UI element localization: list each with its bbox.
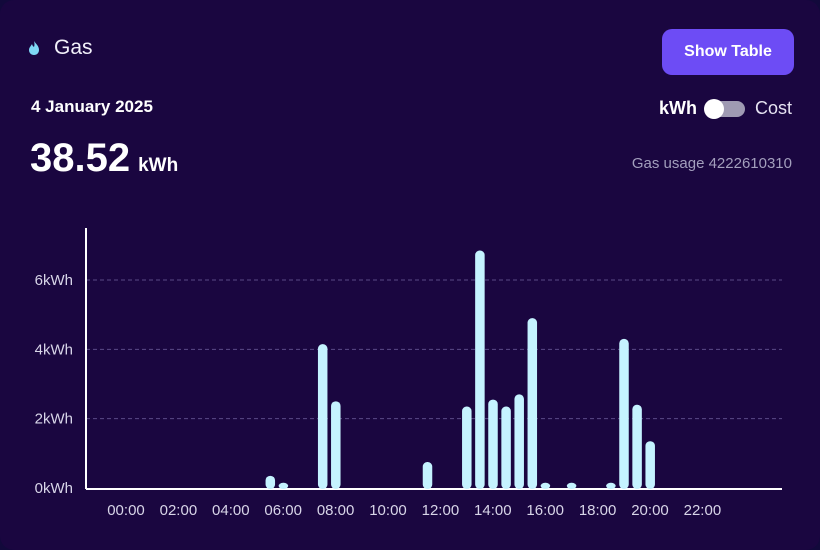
bar bbox=[645, 441, 655, 489]
bar bbox=[632, 404, 642, 489]
x-tick-label: 10:00 bbox=[369, 502, 407, 519]
bar bbox=[278, 482, 289, 489]
x-tick-label: 20:00 bbox=[631, 502, 669, 519]
bar bbox=[514, 394, 524, 489]
bar bbox=[501, 406, 511, 489]
x-tick-label: 18:00 bbox=[579, 502, 617, 519]
total-usage-unit: kWh bbox=[138, 155, 179, 176]
toggle-kwh-label[interactable]: kWh bbox=[658, 98, 697, 118]
y-tick-label: 2kWh bbox=[35, 411, 73, 428]
bar bbox=[475, 250, 485, 489]
toggle-cost-label[interactable]: Cost bbox=[754, 98, 792, 118]
bar bbox=[540, 482, 551, 489]
x-tick-label: 14:00 bbox=[474, 502, 512, 519]
bar bbox=[527, 318, 538, 489]
bar bbox=[566, 482, 577, 489]
bar bbox=[422, 462, 433, 489]
card-title: Gas bbox=[54, 36, 93, 59]
selected-date: 4 January 2025 bbox=[31, 97, 153, 116]
meter-label: Gas usage 4222610310 bbox=[631, 155, 792, 172]
x-tick-label: 16:00 bbox=[526, 502, 564, 519]
y-tick-label: 0kWh bbox=[35, 480, 73, 497]
bar bbox=[265, 475, 276, 489]
x-tick-label: 00:00 bbox=[107, 502, 145, 519]
y-tick-label: 4kWh bbox=[35, 341, 73, 358]
kwh-cost-switch[interactable] bbox=[703, 98, 745, 119]
bar bbox=[331, 401, 341, 489]
x-tick-label: 06:00 bbox=[264, 502, 302, 519]
show-table-button[interactable]: Show Table bbox=[662, 29, 794, 75]
card-header: Gas bbox=[28, 36, 93, 60]
bar bbox=[488, 399, 498, 489]
total-usage-value: 38.52 bbox=[30, 136, 131, 180]
x-tick-label: 02:00 bbox=[160, 502, 198, 519]
bar bbox=[317, 344, 328, 489]
switch-knob bbox=[703, 98, 724, 119]
x-tick-label: 22:00 bbox=[684, 502, 722, 519]
bar bbox=[619, 338, 629, 489]
bar bbox=[606, 482, 616, 489]
bar bbox=[462, 406, 472, 489]
x-tick-label: 12:00 bbox=[422, 502, 460, 519]
y-tick-label: 6kWh bbox=[35, 272, 73, 289]
total-usage: 38.52 kWh bbox=[30, 136, 178, 181]
x-tick-label: 04:00 bbox=[212, 502, 250, 519]
flame-icon bbox=[29, 41, 39, 55]
unit-toggle: kWh Cost bbox=[659, 98, 792, 119]
x-tick-label: 08:00 bbox=[317, 502, 355, 519]
